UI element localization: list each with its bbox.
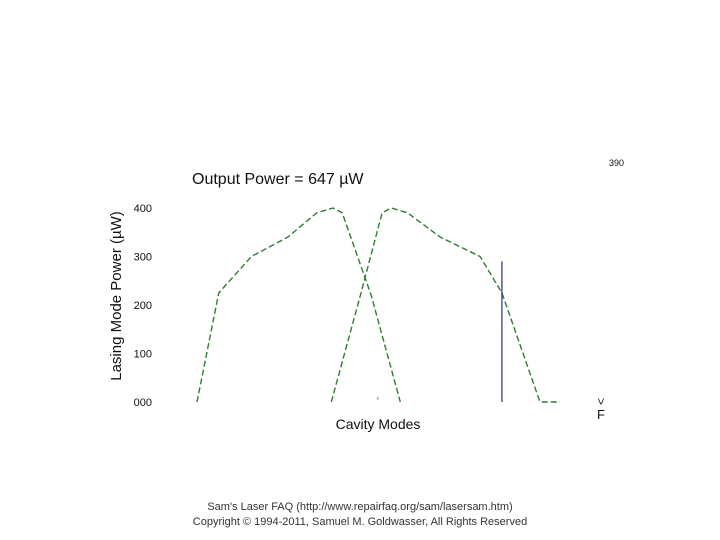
mode-curve-2 <box>330 207 560 403</box>
y-tick-label: 300 <box>134 252 152 264</box>
y-tick-label: 200 <box>134 300 152 312</box>
footer-source: Sam's Laser FAQ (http://www.repairfaq.or… <box>207 501 513 513</box>
footer-copyright: Copyright © 1994-2011, Samuel M. Goldwas… <box>192 516 528 528</box>
y-tick-labels: 000 100 200 300 400 <box>134 203 152 409</box>
center-tick-mark: ' <box>377 396 379 406</box>
mode-curve-1 <box>196 207 401 403</box>
y-tick-label: 400 <box>134 203 152 215</box>
y-axis-label: Lasing Mode Power (µW) <box>108 211 125 381</box>
corner-label: 390 <box>609 158 624 168</box>
series-layer <box>196 207 560 403</box>
y-tick-label: 000 <box>134 397 152 409</box>
frequency-axis-label: F <box>597 407 605 422</box>
x-axis-label: Cavity Modes <box>336 416 421 432</box>
chart-title: Output Power = 647 µW <box>192 171 364 188</box>
frequency-arrow-icon: > <box>594 398 608 405</box>
y-tick-label: 100 <box>134 349 152 361</box>
